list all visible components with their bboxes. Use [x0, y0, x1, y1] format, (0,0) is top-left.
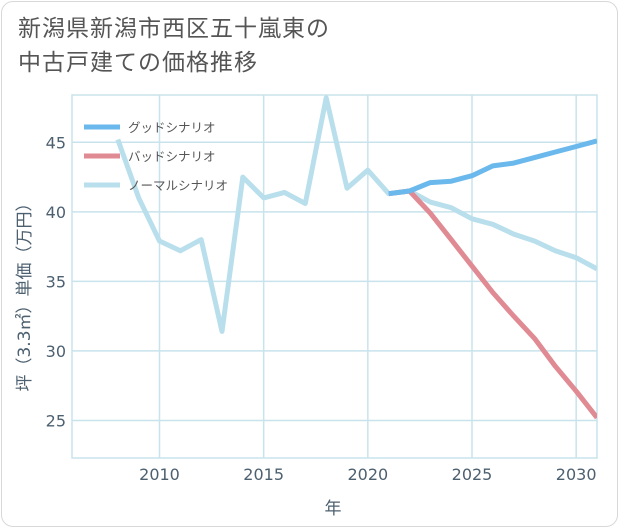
y-tick-label: 25: [46, 411, 66, 430]
series-line-2: [115, 95, 597, 334]
chart-title-line2: 中古戸建ての価格推移: [18, 50, 258, 76]
y-axis-label: 坪（3.3㎡）単価（万円）: [15, 194, 35, 391]
chart-title: 新潟県新潟市西区五十嵐東の 中古戸建ての価格推移: [18, 12, 578, 80]
tick-labels: 2010 2015 2020 2025 2030 25 30 35 40 45: [46, 133, 597, 484]
x-axis-label: 年: [325, 499, 342, 519]
series-line-0: [388, 138, 597, 197]
y-tick-label: 40: [46, 203, 66, 222]
y-tick-label: 35: [46, 272, 66, 291]
series-group: [115, 95, 597, 420]
y-tick-label: 30: [46, 342, 66, 361]
series-line-1: [388, 188, 597, 420]
legend-label-1: バッドシナリオ: [128, 149, 216, 164]
x-tick-label: 2025: [452, 465, 493, 484]
grid: [71, 94, 598, 459]
x-tick-label: 2020: [347, 465, 388, 484]
x-tick-label: 2010: [139, 465, 180, 484]
y-tick-label: 45: [46, 133, 66, 152]
plot-frame: [71, 94, 598, 459]
chart-title-line1: 新潟県新潟市西区五十嵐東の: [18, 16, 330, 42]
legend-label-0: グッドシナリオ: [128, 120, 216, 135]
x-tick-label: 2015: [243, 465, 284, 484]
legend-label-2: ノーマルシナリオ: [128, 178, 228, 193]
x-tick-label: 2030: [556, 465, 597, 484]
